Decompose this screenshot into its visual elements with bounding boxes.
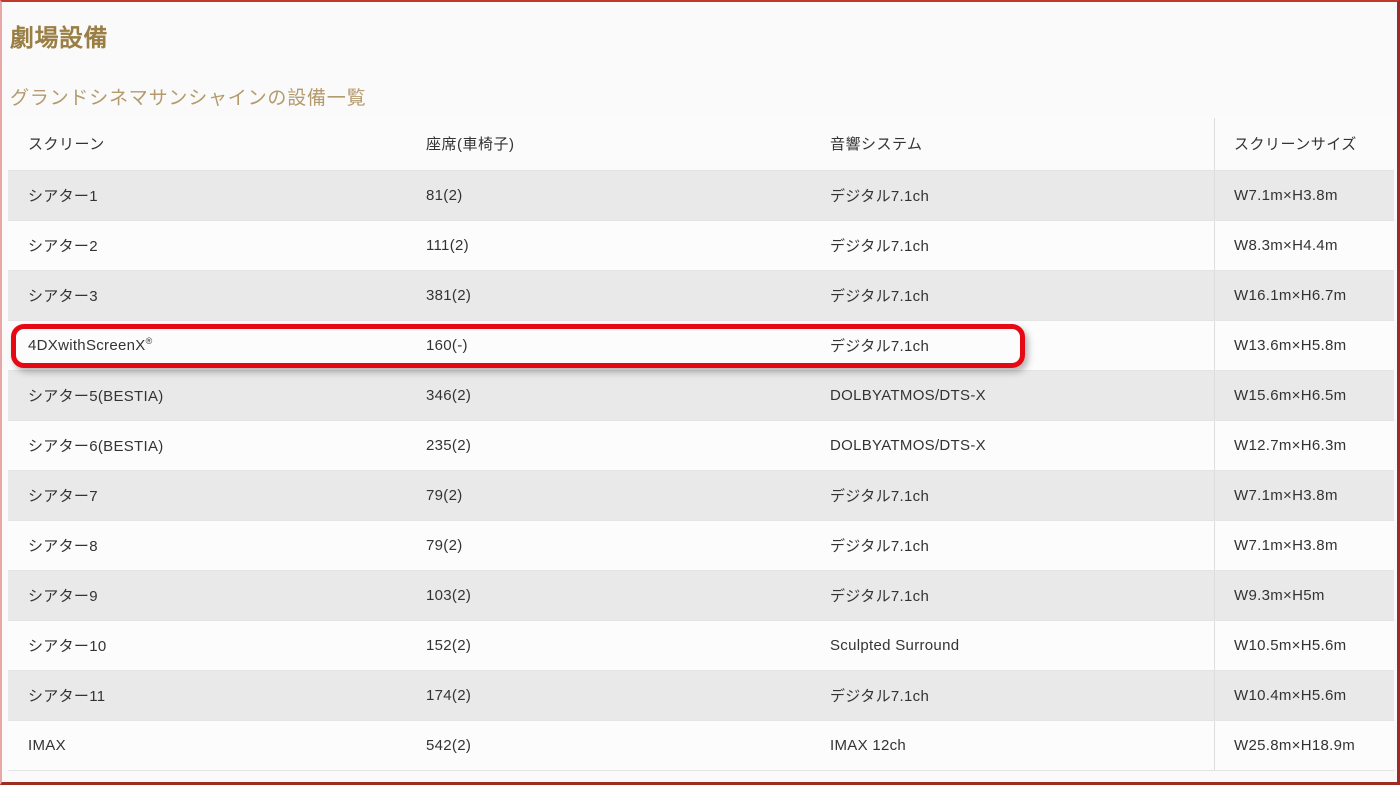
cell-size: W9.3m×H5m	[1214, 570, 1394, 621]
table-row: シアター6(BESTIA) 235(2) DOLBYATMOS/DTS-X W12.7…	[8, 420, 1394, 471]
table-body: シアター1 81(2) デジタル7.1ch W7.1m×H3.8m シアター2 111(2…	[8, 170, 1394, 771]
cell-sound: デジタル7.1ch	[810, 320, 1214, 371]
cell-size: W15.6m×H6.5m	[1214, 370, 1394, 421]
cell-size: W10.4m×H5.6m	[1214, 670, 1394, 721]
cell-size: W10.5m×H5.6m	[1214, 620, 1394, 671]
cell-seats: 346(2)	[406, 370, 810, 421]
cell-screen: シアター8	[8, 520, 406, 571]
column-header-screen: スクリーン	[8, 118, 406, 171]
table-row: シアター1 81(2) デジタル7.1ch W7.1m×H3.8m	[8, 170, 1394, 221]
cell-screen: シアター6(BESTIA)	[8, 420, 406, 471]
cell-seats: 235(2)	[406, 420, 810, 471]
table-row: シアター10 152(2) Sculpted Surround W10.5m×H5.6…	[8, 620, 1394, 671]
table-row: シアター3 381(2) デジタル7.1ch W16.1m×H6.7m	[8, 270, 1394, 321]
column-header-sound: 音響システム	[810, 118, 1214, 171]
cell-seats: 111(2)	[406, 220, 810, 271]
table-header-row: スクリーン 座席(車椅子) 音響システム スクリーンサイズ	[8, 118, 1394, 171]
table-row: シアター5(BESTIA) 346(2) DOLBYATMOS/DTS-X W15.6…	[8, 370, 1394, 421]
cell-screen: シアター9	[8, 570, 406, 621]
cell-screen: シアター1	[8, 170, 406, 221]
cell-seats: 79(2)	[406, 520, 810, 571]
cell-seats: 381(2)	[406, 270, 810, 321]
table-row: シアター7 79(2) デジタル7.1ch W7.1m×H3.8m	[8, 470, 1394, 521]
column-header-screen-size: スクリーンサイズ	[1214, 118, 1394, 171]
cell-size: W8.3m×H4.4m	[1214, 220, 1394, 271]
cell-sound: DOLBYATMOS/DTS-X	[810, 420, 1214, 471]
cell-sound: デジタル7.1ch	[810, 270, 1214, 321]
page-subtitle: グランドシネマサンシャインの設備一覧	[10, 87, 367, 109]
cell-size: W12.7m×H6.3m	[1214, 420, 1394, 471]
cell-seats: 81(2)	[406, 170, 810, 221]
table-row: シアター9 103(2) デジタル7.1ch W9.3m×H5m	[8, 570, 1394, 621]
cell-sound: DOLBYATMOS/DTS-X	[810, 370, 1214, 421]
cell-screen: シアター7	[8, 470, 406, 521]
cell-screen: シアター10	[8, 620, 406, 671]
cell-screen: シアター11	[8, 670, 406, 721]
table-row: シアター8 79(2) デジタル7.1ch W7.1m×H3.8m	[8, 520, 1394, 571]
cell-sound: Sculpted Surround	[810, 620, 1214, 671]
cell-sound: デジタル7.1ch	[810, 520, 1214, 571]
registered-trademark-icon: ®	[145, 335, 153, 346]
cell-seats: 160(-)	[406, 320, 810, 371]
page-title: 劇場設備	[10, 25, 108, 53]
cell-sound: デジタル7.1ch	[810, 220, 1214, 271]
cell-size: W7.1m×H3.8m	[1214, 170, 1394, 221]
cell-sound: IMAX 12ch	[810, 720, 1214, 771]
cell-size: W25.8m×H18.9m	[1214, 720, 1394, 771]
cell-size: W7.1m×H3.8m	[1214, 520, 1394, 571]
cell-seats: 542(2)	[406, 720, 810, 771]
cell-seats: 174(2)	[406, 670, 810, 721]
cell-size: W16.1m×H6.7m	[1214, 270, 1394, 321]
theater-spec-table: スクリーン 座席(車椅子) 音響システム スクリーンサイズ シアター1 81(2)…	[8, 118, 1394, 771]
cell-sound: デジタル7.1ch	[810, 670, 1214, 721]
cell-screen: シアター3	[8, 270, 406, 321]
cell-screen: シアター2	[8, 220, 406, 271]
cell-size: W7.1m×H3.8m	[1214, 470, 1394, 521]
column-header-seats: 座席(車椅子)	[406, 118, 810, 171]
table-row: IMAX 542(2) IMAX 12ch W25.8m×H18.9m	[8, 720, 1394, 771]
cell-size: W13.6m×H5.8m	[1214, 320, 1394, 371]
table-row: シアター2 111(2) デジタル7.1ch W8.3m×H4.4m	[8, 220, 1394, 271]
cell-screen: シアター5(BESTIA)	[8, 370, 406, 421]
table-row: シアター11 174(2) デジタル7.1ch W10.4m×H5.6m	[8, 670, 1394, 721]
cell-sound: デジタル7.1ch	[810, 470, 1214, 521]
cell-seats: 152(2)	[406, 620, 810, 671]
table-row: 4DXwithScreenX® 160(-) デジタル7.1ch W13.6m×H5.…	[8, 320, 1394, 371]
cell-seats: 103(2)	[406, 570, 810, 621]
cell-seats: 79(2)	[406, 470, 810, 521]
cell-sound: デジタル7.1ch	[810, 170, 1214, 221]
table-header: スクリーン 座席(車椅子) 音響システム スクリーンサイズ	[8, 118, 1394, 171]
cell-sound: デジタル7.1ch	[810, 570, 1214, 621]
screen-name-text: 4DXwithScreenX	[28, 336, 146, 354]
cell-screen: IMAX	[8, 720, 406, 771]
cell-screen: 4DXwithScreenX®	[8, 320, 406, 371]
